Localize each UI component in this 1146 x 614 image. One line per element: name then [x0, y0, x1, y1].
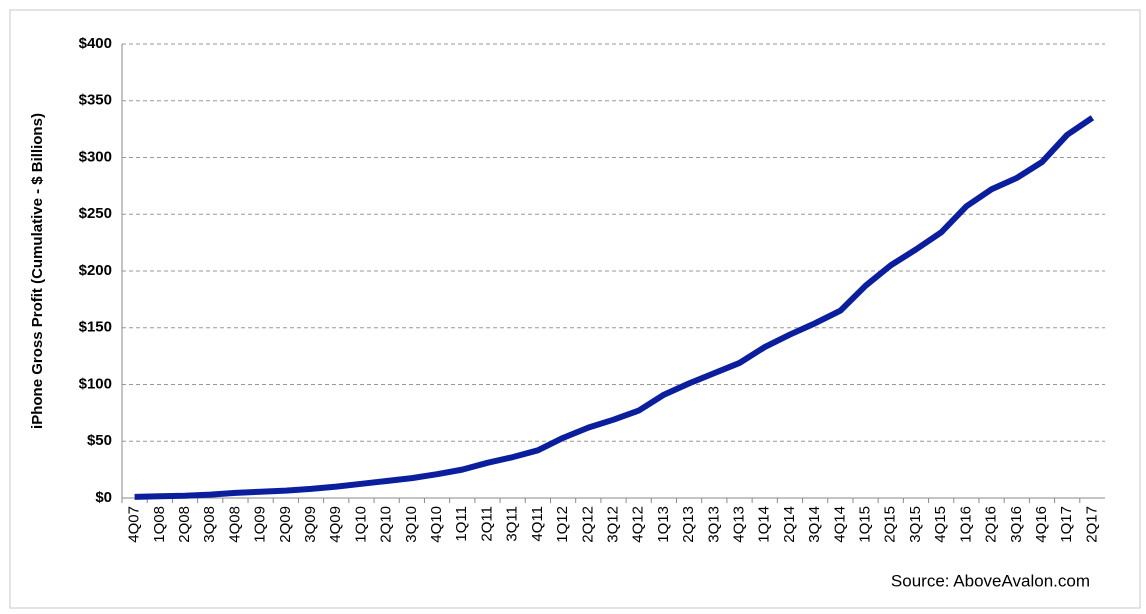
x-tick-label: 1Q17 [1058, 506, 1075, 543]
x-tick-label: 4Q07 [126, 506, 143, 543]
x-tick-label: 1Q09 [252, 506, 269, 543]
x-tick-label: 4Q10 [428, 506, 445, 543]
x-tick-label: 3Q14 [806, 506, 823, 543]
x-tick-label: 4Q16 [1033, 506, 1050, 543]
x-tick-label: 3Q09 [302, 506, 319, 543]
x-tick-label: 1Q15 [857, 506, 874, 543]
x-tick-label: 3Q13 [705, 506, 722, 543]
x-tick-label: 2Q12 [579, 506, 596, 543]
x-tick-label: 3Q10 [403, 506, 420, 543]
x-tick-label: 3Q15 [907, 506, 924, 543]
chart-frame [9, 9, 1141, 609]
data-line [134, 115, 1095, 500]
x-tick-label: 3Q12 [604, 506, 621, 543]
x-tick-label: 4Q15 [932, 506, 949, 543]
x-tick-label: 1Q10 [352, 506, 369, 543]
x-tick-label: 1Q08 [151, 506, 168, 543]
x-tick-label: 1Q16 [957, 506, 974, 543]
x-tick-label: 1Q11 [453, 506, 470, 542]
x-tick-label: 3Q08 [201, 506, 218, 543]
x-tick-label: 2Q08 [176, 506, 193, 543]
x-tick-label: 2Q16 [983, 506, 1000, 543]
x-tick-label: 3Q11 [504, 506, 521, 542]
y-tick-label: $50 [87, 432, 112, 449]
source-note: Source: AboveAvalon.com [891, 571, 1090, 590]
x-tick-label: 1Q14 [756, 506, 773, 543]
x-tick-label: 4Q08 [226, 506, 243, 543]
y-tick-label: $0 [95, 489, 112, 506]
x-tick-label: 4Q11 [529, 506, 546, 542]
x-tick-label: 2Q17 [1083, 506, 1100, 543]
y-tick-label: $400 [79, 35, 112, 52]
x-tick-label: 4Q13 [730, 506, 747, 543]
x-tick-label: 2Q13 [680, 506, 697, 543]
x-tick-label: 2Q14 [781, 506, 798, 543]
y-tick-label: $250 [79, 205, 112, 222]
x-tick-label: 4Q12 [630, 506, 647, 543]
x-tick-label: 2Q15 [882, 506, 899, 543]
y-tick-label: $350 [79, 92, 112, 109]
x-tick-label: 1Q12 [554, 506, 571, 543]
x-tick-label: 3Q16 [1008, 506, 1025, 543]
x-tick-label: 2Q10 [378, 506, 395, 543]
y-axis-title: iPhone Gross Profit (Cumulative - $ Bill… [29, 113, 46, 429]
x-tick-label: 2Q09 [277, 506, 294, 543]
y-tick-label: $100 [79, 375, 112, 392]
y-tick-label: $300 [79, 148, 112, 165]
y-tick-label: $200 [79, 262, 112, 279]
x-tick-label: 4Q09 [327, 506, 344, 543]
x-tick-label: 4Q14 [831, 506, 848, 543]
y-tick-label: $150 [79, 319, 112, 336]
x-tick-label: 2Q11 [478, 506, 495, 542]
x-tick-label: 1Q13 [655, 506, 672, 543]
